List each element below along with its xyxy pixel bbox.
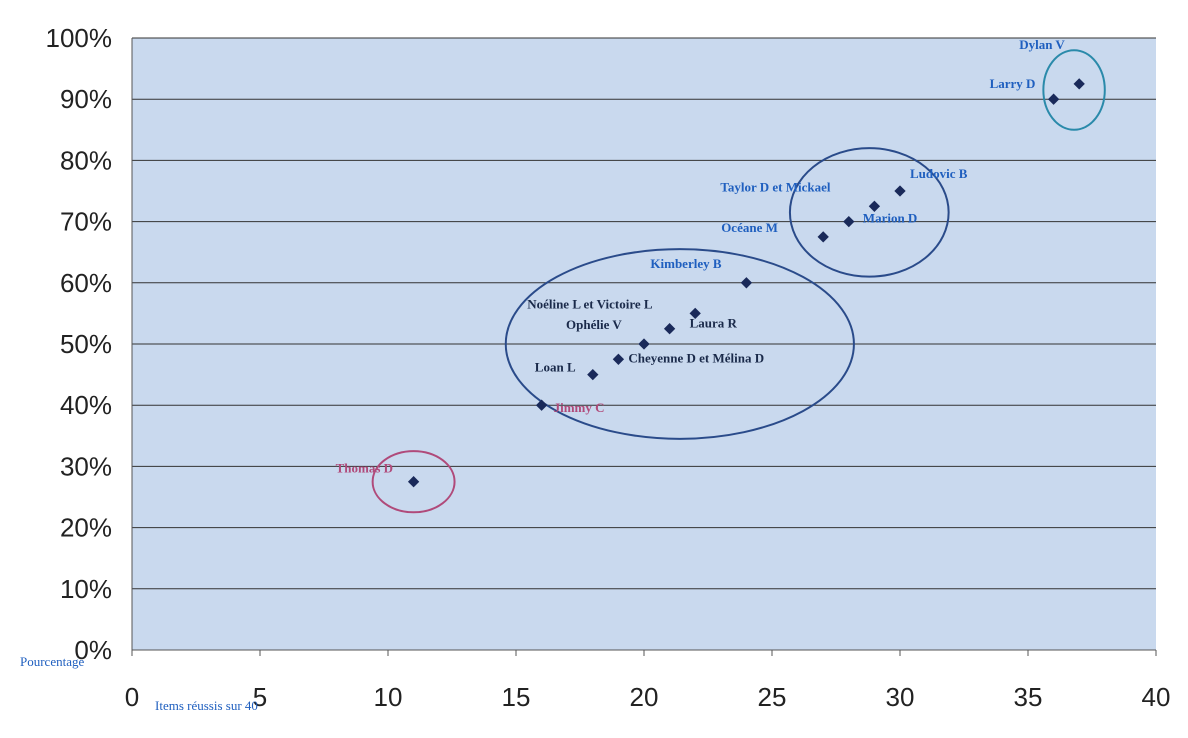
point-label: Ophélie V [566, 317, 622, 332]
point-label: Larry D [990, 76, 1036, 91]
group-ellipse [788, 147, 950, 278]
point-label: Thomas D [336, 461, 393, 476]
data-point [689, 307, 701, 320]
data-point [638, 338, 650, 350]
point-label: Loan L [535, 360, 576, 375]
point-label: Jimmy C [554, 400, 605, 415]
y-tick-label: 70% [60, 207, 112, 237]
point-label: Ludovic B [910, 166, 968, 181]
x-tick-label: 15 [502, 682, 531, 712]
group-ellipse [1042, 49, 1106, 131]
x-tick-label: 10 [374, 682, 403, 712]
data-point [535, 399, 548, 411]
x-tick-label: 30 [886, 682, 915, 712]
point-label: Océane M [721, 220, 778, 235]
y-tick-label: 30% [60, 451, 112, 481]
x-tick-label: 0 [125, 682, 139, 712]
data-point [587, 368, 599, 381]
data-point [894, 185, 906, 197]
y-tick-label: 10% [60, 574, 112, 604]
point-label: Marion D [863, 211, 918, 226]
gridlines [132, 37, 1156, 590]
x-tick-label: 5 [253, 682, 267, 712]
point-label: Kimberley B [650, 256, 721, 271]
y-tick-label: 50% [60, 329, 112, 359]
data-point [740, 277, 753, 289]
point-label: Taylor D et Mickael [720, 179, 831, 194]
data-point [663, 323, 676, 335]
data-point [612, 353, 625, 365]
point-label: Dylan V [1019, 37, 1065, 52]
data-point [868, 200, 881, 212]
y-tick-label: 90% [60, 84, 112, 114]
group-ellipses [371, 49, 1106, 514]
group-ellipse [504, 248, 855, 440]
y-tick-labels: 0% 10% 20% 30% 40% 50% 60% 70% 80% 90% 100% [46, 23, 113, 665]
y-axis-title: Pourcentage [20, 654, 84, 669]
data-point [1073, 78, 1085, 90]
point-label: Laura R [690, 316, 738, 331]
data-point [407, 476, 420, 488]
point-labels: Thomas D Jimmy C Loan L Cheyenne D et Mélin… [336, 37, 1066, 476]
y-tick-label: 40% [60, 390, 112, 420]
y-tick-label: 0% [74, 635, 112, 665]
x-tick-labels: 0 5 10 15 20 25 30 35 40 [125, 650, 1171, 712]
data-point [843, 215, 855, 228]
data-point [817, 231, 829, 243]
x-tick-label: 40 [1142, 682, 1171, 712]
point-label: Noéline L et Victoire L [527, 296, 653, 311]
y-tick-label: 80% [60, 145, 112, 175]
y-tick-label: 20% [60, 513, 112, 543]
y-tick-label: 100% [46, 23, 113, 53]
data-point [1047, 93, 1060, 105]
data-points [407, 78, 1085, 488]
x-axis-title: Items réussis sur 40 [155, 698, 258, 713]
x-tick-label: 25 [758, 682, 787, 712]
x-tick-label: 35 [1014, 682, 1043, 712]
y-tick-label: 60% [60, 268, 112, 298]
group-ellipse [371, 450, 456, 514]
x-tick-label: 20 [630, 682, 659, 712]
point-label: Cheyenne D et Mélina D [628, 350, 764, 365]
